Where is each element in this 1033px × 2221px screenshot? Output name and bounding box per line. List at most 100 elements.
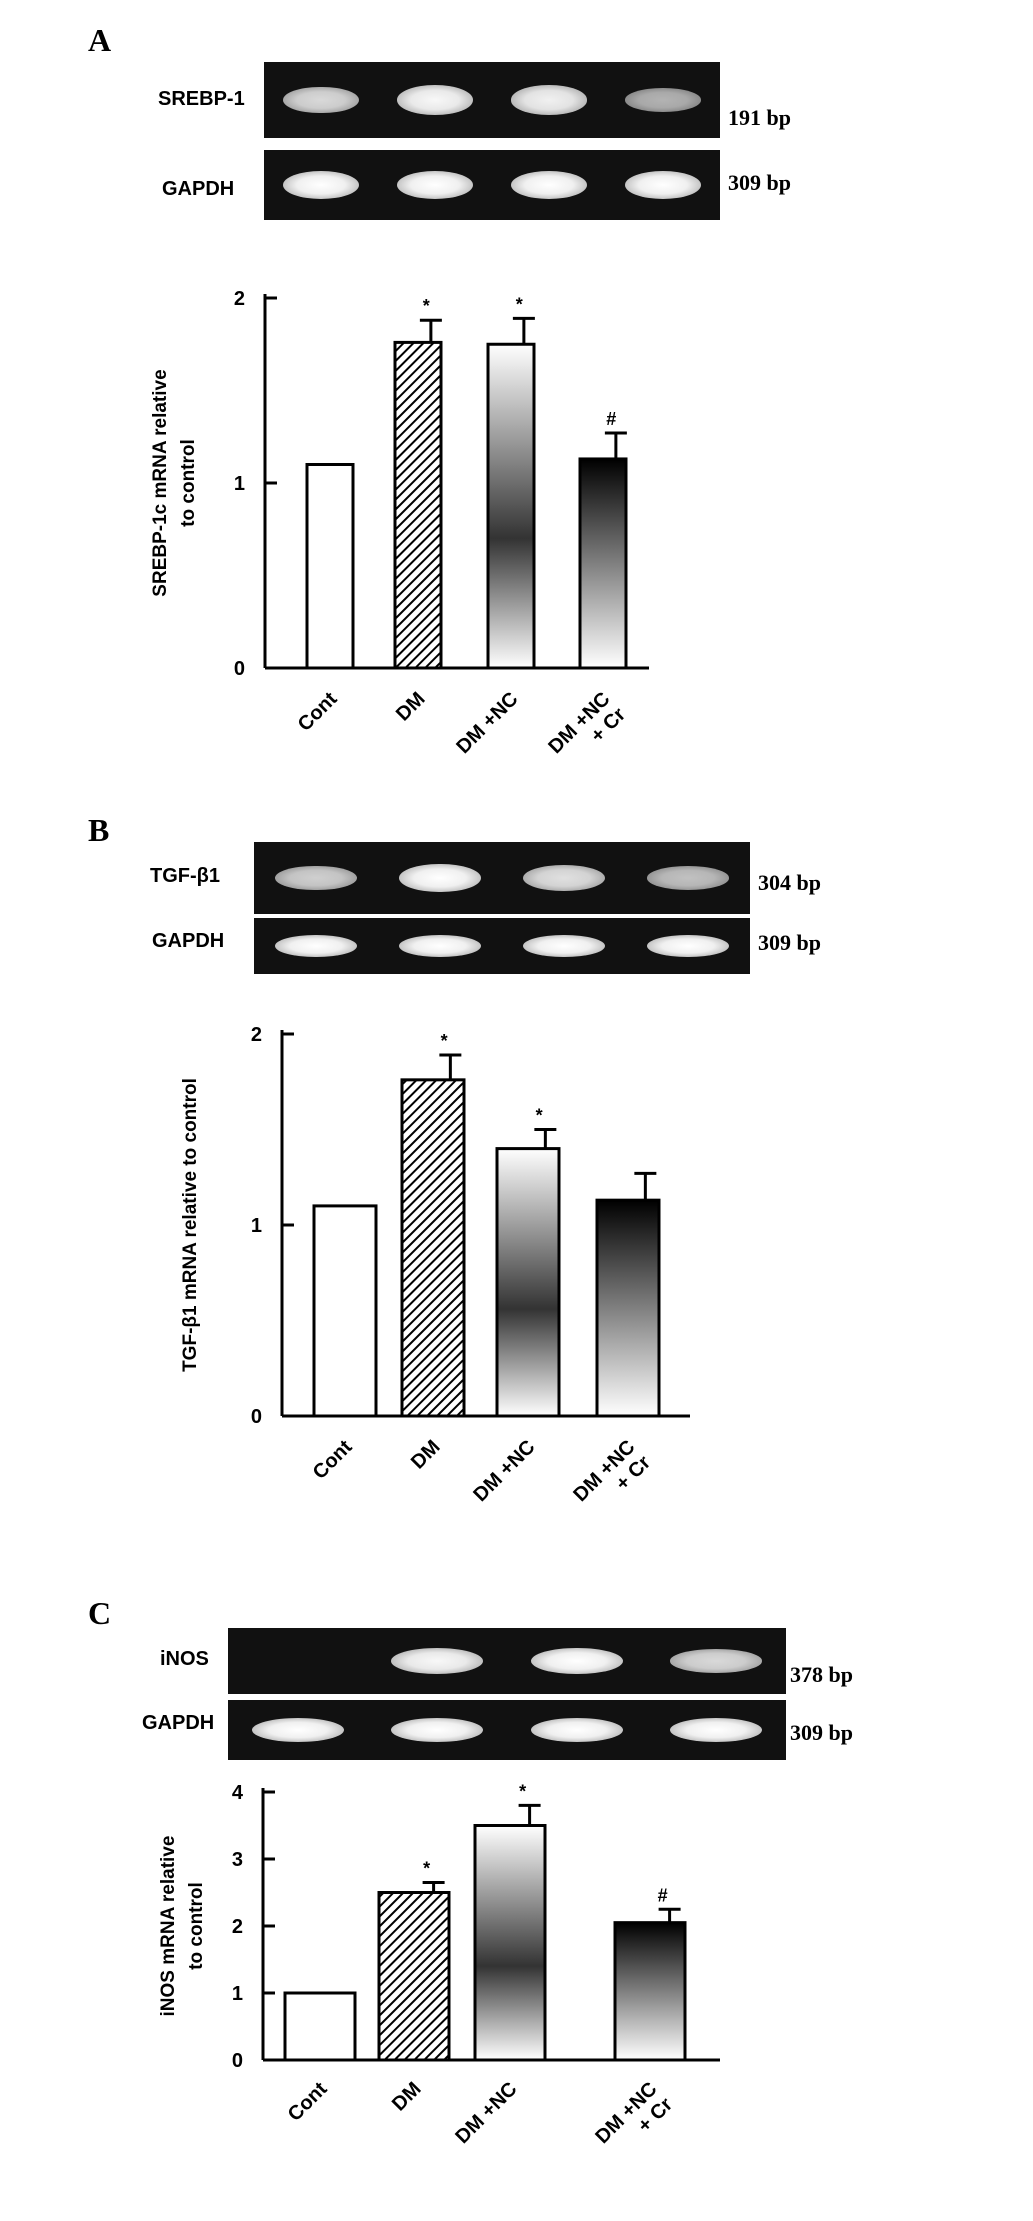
significance-mark: * (519, 1781, 526, 1801)
gel-band (283, 171, 359, 199)
gel-band (511, 85, 587, 115)
gel-label-gapdh-a: GAPDH (162, 178, 235, 200)
gel-band (523, 864, 605, 892)
y-axis-label: TGF-β1 mRNA relative to control (180, 1078, 201, 1372)
gel-band (523, 934, 605, 958)
gel-band (399, 934, 481, 958)
y-axis-label: SREBP-1c mRNA relative (150, 369, 171, 596)
gel-band (670, 1718, 763, 1742)
y-tick-label: 1 (234, 473, 245, 495)
significance-mark: * (423, 1858, 430, 1878)
x-tick-label: DM (407, 1436, 445, 1474)
bar (400, 1078, 466, 1418)
bar (393, 340, 443, 670)
bar (486, 342, 536, 670)
y-tick-label: 0 (232, 2050, 243, 2072)
gel-band (530, 1718, 623, 1742)
gel-band (511, 171, 587, 199)
gel-row-gapdh-b (254, 918, 750, 974)
panel-letter-c: C (88, 1595, 112, 1631)
bar (613, 1921, 687, 2062)
gel-row-gapdh-a (264, 150, 720, 220)
bp-label-378: 378 bp (790, 1662, 853, 1687)
significance-mark: * (423, 296, 430, 316)
bar (473, 1824, 547, 2062)
x-tick-label: DM +NC (451, 2078, 521, 2148)
y-axis-label: to control (186, 1882, 207, 1970)
chart-a: 0 1 2 SREBP-1c mRNA relative to control Cont *… (150, 288, 649, 758)
x-tick-label-group: DM (407, 1436, 445, 1474)
x-tick-label: DM +NC (452, 688, 522, 758)
x-tick-label-group: Cont (309, 1436, 357, 1484)
gel-label-srebp1: SREBP-1 (158, 88, 245, 110)
y-tick-label: 0 (251, 1406, 262, 1428)
gel-band (625, 171, 701, 199)
y-tick-label: 2 (251, 1024, 262, 1046)
bar (283, 1991, 357, 2062)
gel-band (275, 934, 357, 958)
gel-band (647, 934, 729, 958)
x-tick-label-group: DM +NC+ Cr (569, 1436, 655, 1506)
bp-label-309-b: 309 bp (758, 930, 821, 955)
panel-letter-a: A (88, 22, 112, 58)
gel-row-tgfb1 (254, 842, 750, 914)
x-tick-label: DM (392, 688, 430, 726)
y-tick-label: 2 (232, 1916, 243, 1938)
bar (312, 1204, 378, 1418)
x-tick-label-group: DM +NC (451, 2078, 521, 2148)
gel-band (251, 1718, 344, 1742)
gel-band (647, 866, 729, 890)
x-tick-label: Cont (309, 1436, 357, 1484)
gel-band (391, 1648, 484, 1674)
gel-row-gapdh-c (228, 1700, 786, 1760)
x-tick-label-group: DM (392, 688, 430, 726)
significance-mark: # (606, 409, 616, 429)
bp-label-191: 191 bp (728, 105, 791, 130)
bar (595, 1198, 661, 1418)
x-tick-label-group: DM +NC (469, 1436, 539, 1506)
x-tick-label-group: DM +NC+ Cr (591, 2078, 677, 2148)
gel-band (625, 88, 701, 112)
gel-band (670, 1649, 763, 1673)
bar (377, 1891, 451, 2062)
bar (495, 1147, 561, 1418)
gel-band (391, 1718, 484, 1742)
y-tick-label: 1 (251, 1215, 262, 1237)
significance-mark: # (658, 1885, 668, 1905)
x-tick-label: DM +NC (469, 1436, 539, 1506)
y-axis-label: iNOS mRNA relative (158, 1836, 179, 2017)
chart-b: 0 1 2 TGF-β1 mRNA relative to control Cont * D… (180, 1024, 690, 1506)
y-axis-label: to control (178, 439, 199, 527)
gel-band (283, 86, 359, 114)
x-tick-label: Cont (284, 2078, 332, 2126)
significance-mark: * (536, 1106, 543, 1126)
chart-c: 0 1 2 3 4 iNOS mRNA relative to control Cont * DM… (158, 1781, 720, 2148)
bp-label-304: 304 bp (758, 870, 821, 895)
y-tick-label: 1 (232, 1983, 243, 2005)
y-tick-label: 4 (232, 1782, 244, 1804)
y-tick-label: 0 (234, 658, 245, 680)
x-tick-label-group: DM (388, 2078, 426, 2116)
bp-label-309-a: 309 bp (728, 170, 791, 195)
x-tick-label-group: DM +NC (452, 688, 522, 758)
gel-row-srebp1 (264, 62, 720, 138)
bp-label-309-c: 309 bp (790, 1720, 853, 1745)
gel-band (397, 85, 473, 115)
gel-label-gapdh-c: GAPDH (142, 1712, 215, 1734)
x-tick-label: Cont (294, 688, 342, 736)
x-tick-label: DM (388, 2078, 426, 2116)
significance-mark: * (441, 1031, 448, 1051)
panel-letter-b: B (88, 812, 110, 848)
x-tick-label-group: Cont (284, 2078, 332, 2126)
gel-band (275, 865, 357, 891)
significance-mark: * (516, 294, 523, 314)
bar (578, 457, 628, 670)
gel-band (397, 171, 473, 199)
gel-band (530, 1647, 623, 1675)
bar (305, 463, 355, 670)
y-tick-label: 2 (234, 288, 245, 310)
y-tick-label: 3 (232, 1849, 243, 1871)
gel-row-inos (228, 1628, 786, 1694)
gel-label-inos: iNOS (160, 1648, 209, 1670)
gel-label-tgfb1: TGF-β1 (150, 865, 220, 887)
